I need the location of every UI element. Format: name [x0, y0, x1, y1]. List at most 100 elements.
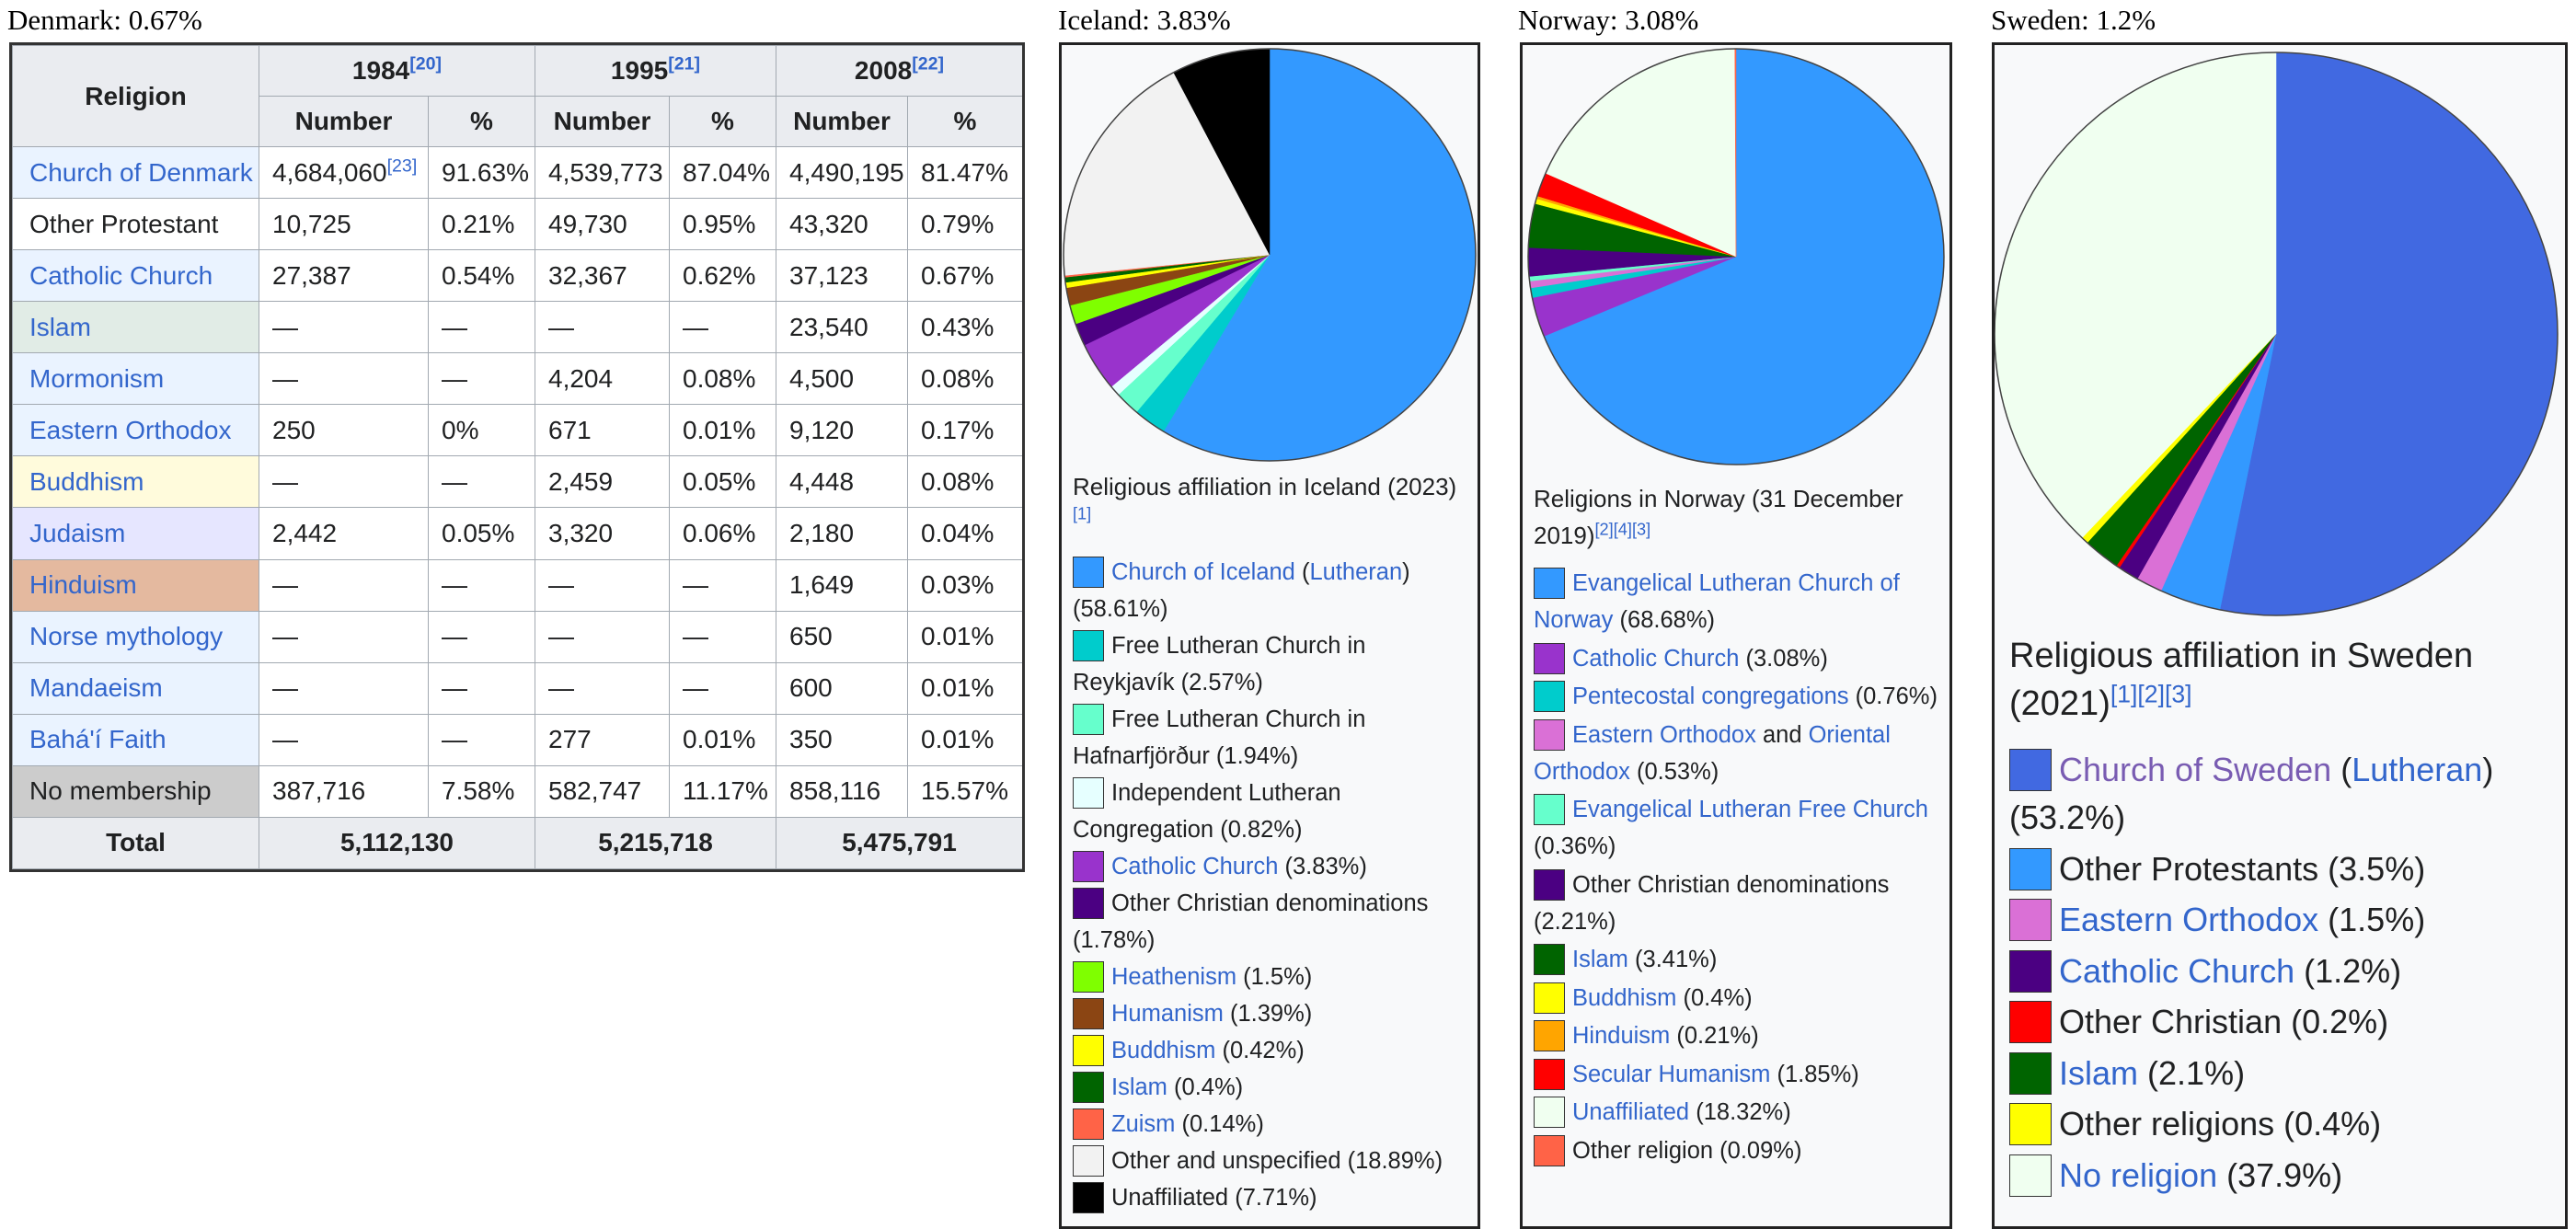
ref-link[interactable]: [21]: [668, 53, 701, 75]
table-row: Other Protestant 10,725 0.21% 49,730 0.95% 43…: [12, 198, 1022, 251]
religion-label: No membership: [29, 776, 212, 806]
legend-link[interactable]: Humanism: [1111, 1001, 1224, 1027]
legend-link[interactable]: Secular Humanism: [1572, 1061, 1771, 1087]
legend-link[interactable]: Buddhism: [1111, 1038, 1216, 1063]
percent-cell: —: [428, 301, 535, 354]
legend-link[interactable]: Islam: [1111, 1074, 1167, 1100]
legend-item: Independent Lutheran Congregation (0.82%…: [1073, 775, 1474, 848]
ref-link[interactable]: [20]: [409, 53, 443, 75]
number-cell: —: [259, 610, 429, 663]
legend-swatch: [1534, 944, 1565, 975]
ref-link[interactable]: [2][4][3]: [1594, 520, 1651, 539]
legend-link[interactable]: Hinduism: [1572, 1023, 1671, 1049]
norway-pie-chart: [1527, 48, 1945, 465]
legend-swatch: [2009, 749, 2052, 791]
legend-swatch: [1534, 1058, 1565, 1090]
number-header: Number: [776, 96, 908, 147]
number-cell: —: [535, 558, 670, 612]
legend-swatch: [2009, 1154, 2052, 1197]
table-row: Hinduism — — — —1,649 0.03%: [12, 558, 1022, 612]
religion-cell: Buddhism: [12, 455, 259, 509]
total-row: Total 5,112,130 5,215,718 5,475,791: [12, 816, 1022, 869]
table-row: Buddhism — —2,459 0.05% 4,448 0.08%: [12, 455, 1022, 509]
religion-link[interactable]: Bahá'í Faith: [29, 725, 167, 754]
legend-link[interactable]: Eastern Orthodox: [1572, 721, 1756, 748]
number-cell: 4,204: [535, 352, 670, 406]
percent-cell: 0.01%: [669, 404, 776, 457]
number-header: Number: [259, 96, 429, 147]
ref-link[interactable]: [1][2][3]: [2110, 680, 2192, 708]
number-cell: —: [259, 713, 429, 766]
number-cell: —: [259, 661, 429, 715]
religion-link[interactable]: Mandaeism: [29, 673, 163, 703]
religion-link[interactable]: Judaism: [29, 518, 126, 547]
legend-swatch: [2009, 847, 2052, 890]
number-cell: —: [535, 610, 670, 663]
ref-link[interactable]: [23]: [386, 155, 418, 177]
number-cell: 387,716: [259, 764, 429, 818]
religion-header: Religion: [12, 45, 259, 147]
religion-link[interactable]: Hinduism: [29, 570, 137, 600]
legend-item: Other religion (0.09%): [1534, 1132, 1944, 1169]
percent-cell: 15.57%: [907, 764, 1022, 818]
percent-cell: 87.04%: [669, 145, 776, 200]
number-cell: 10,725: [259, 198, 429, 251]
number-cell: 650: [776, 610, 908, 663]
religion-link[interactable]: Buddhism: [29, 466, 144, 496]
legend-item: Unaffiliated (18.32%): [1534, 1094, 1944, 1131]
denmark-religion-table: Religion 1984[20] 1995[21] 2008[22] Numb…: [12, 45, 1022, 869]
religion-cell: Norse mythology: [12, 610, 259, 663]
legend-value: 7.71: [1242, 1185, 1289, 1211]
religion-cell: Mormonism: [12, 352, 259, 406]
legend-link[interactable]: Catholic Church: [1572, 645, 1740, 672]
legend-value: 1.39: [1237, 1001, 1284, 1027]
legend-label: Other Christian: [2059, 1003, 2283, 1040]
legend-link[interactable]: Pentecostal congregations: [1572, 683, 1849, 709]
legend-label: Independent Lutheran Congregation: [1073, 780, 1341, 843]
legend-link[interactable]: Catholic Church: [2059, 951, 2295, 990]
number-cell: —: [259, 352, 429, 406]
legend-link[interactable]: Zuism: [1111, 1111, 1176, 1137]
religion-link[interactable]: Catholic Church: [29, 260, 213, 290]
religion-cell: No membership: [12, 764, 259, 818]
percent-cell: 0.17%: [907, 404, 1022, 457]
legend-link[interactable]: Lutheran: [1309, 559, 1403, 585]
legend-value: 18.32: [1703, 1099, 1763, 1125]
religion-link[interactable]: Norse mythology: [29, 622, 224, 651]
legend-link[interactable]: Church of Sweden: [2059, 751, 2332, 788]
number-cell: 2,442: [259, 507, 429, 560]
legend-link[interactable]: Heathenism: [1111, 964, 1237, 990]
legend-link[interactable]: Evangelical Lutheran Church of Norway: [1534, 570, 1900, 633]
percent-cell: —: [428, 455, 535, 509]
ref-link[interactable]: [22]: [912, 53, 945, 75]
religion-link[interactable]: Islam: [29, 312, 91, 341]
legend-link[interactable]: Eastern Orthodox: [2059, 901, 2319, 938]
ref-link[interactable]: [1]: [1073, 504, 1092, 523]
number-cell: 277: [535, 713, 670, 766]
number-cell: 600: [776, 661, 908, 715]
religion-link[interactable]: Mormonism: [29, 363, 165, 393]
legend-link[interactable]: Oriental Orthodox: [1534, 721, 1891, 785]
religion-link[interactable]: Church of Denmark: [29, 157, 253, 187]
legend-link[interactable]: Catholic Church: [1111, 854, 1279, 879]
legend-item: Catholic Church (3.83%): [1073, 848, 1474, 885]
iceland-caption: Religious affiliation in Iceland (2023)[…: [1073, 473, 1457, 523]
religion-link[interactable]: Eastern Orthodox: [29, 415, 232, 444]
pie-outline: [1527, 48, 1945, 465]
legend-item: Zuism (0.14%): [1073, 1106, 1474, 1143]
legend-link[interactable]: Islam: [2059, 1053, 2139, 1092]
legend-link[interactable]: Church of Iceland: [1111, 559, 1295, 585]
percent-cell: 0.08%: [669, 352, 776, 406]
percent-cell: —: [669, 661, 776, 715]
legend-link[interactable]: Buddhism: [1572, 984, 1677, 1011]
legend-link[interactable]: Evangelical Lutheran Free Church: [1572, 797, 1928, 822]
pie-outline: [1995, 52, 2559, 616]
legend-link[interactable]: Islam: [1572, 947, 1628, 972]
legend-value: 0.4: [1181, 1074, 1214, 1100]
legend-value: 0.53: [1644, 758, 1691, 785]
legend-link[interactable]: Lutheran: [2352, 751, 2483, 788]
legend-link[interactable]: Unaffiliated: [1572, 1099, 1690, 1125]
legend-link[interactable]: No religion: [2059, 1155, 2218, 1194]
legend-swatch: [1534, 718, 1565, 751]
percent-cell: 0.01%: [907, 610, 1022, 663]
